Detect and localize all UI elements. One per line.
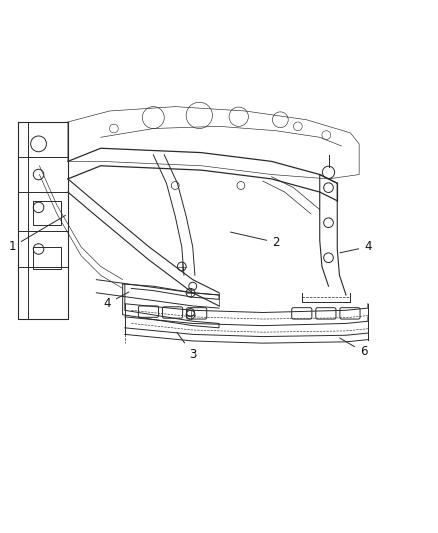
Bar [33,247,61,269]
Text: 3: 3 [177,332,196,361]
Text: 4: 4 [103,292,129,310]
Text: 2: 2 [230,232,280,249]
Bar [33,201,61,225]
Text: 1: 1 [8,215,66,253]
Text: 6: 6 [339,338,367,358]
Text: 4: 4 [340,240,372,253]
